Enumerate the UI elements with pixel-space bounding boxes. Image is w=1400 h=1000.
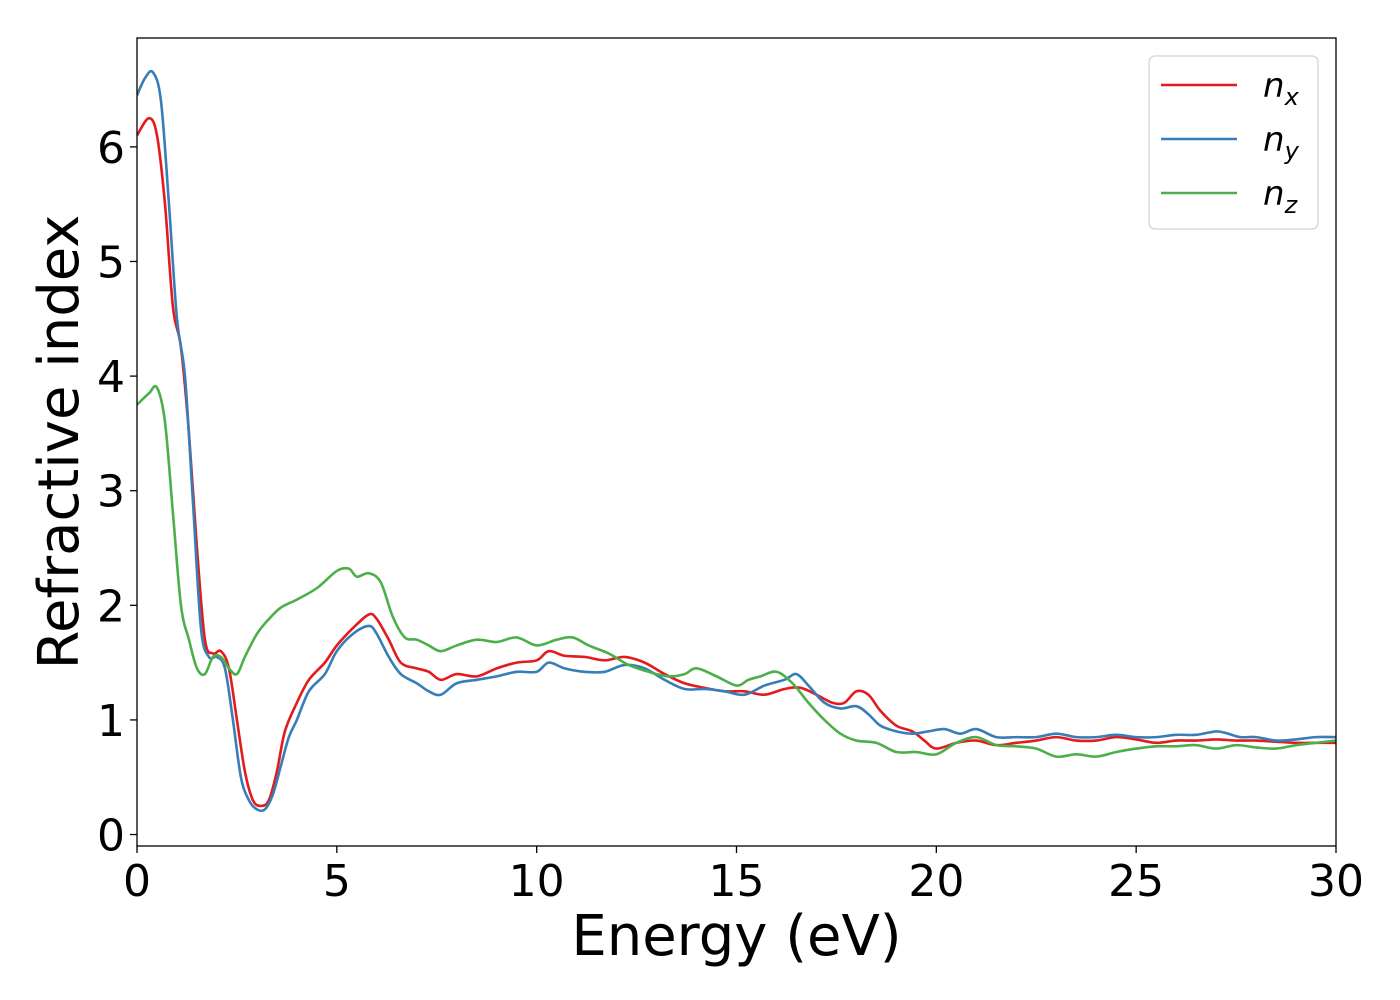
y-tick-label: 2 xyxy=(97,581,125,632)
x-tick-label: 30 xyxy=(1308,856,1364,907)
series-line-y xyxy=(137,69,1336,813)
x-tick-label: 10 xyxy=(509,856,565,907)
x-tick-label: 20 xyxy=(908,856,964,907)
y-tick-label: 1 xyxy=(97,696,125,747)
y-axis-label: Refractive index xyxy=(27,215,92,670)
y-tick-label: 0 xyxy=(97,811,125,862)
series-line-x xyxy=(137,116,1336,808)
y-tick-label: 4 xyxy=(97,352,125,403)
legend-box xyxy=(1148,55,1319,230)
x-tick-label: 25 xyxy=(1108,856,1164,907)
legend-label-y: ny xyxy=(1263,120,1300,165)
legend-label-z: nz xyxy=(1263,174,1299,219)
y-tick-label: 3 xyxy=(97,467,125,518)
y-tick-label: 5 xyxy=(97,237,125,288)
x-tick-label: 15 xyxy=(709,856,765,907)
ticks-layer: 0 5 10 15 20 25 30 0 1 2 3 4 5 6 xyxy=(97,123,1364,907)
series-line-z xyxy=(137,384,1336,759)
legend-label-x: nx xyxy=(1263,66,1300,111)
x-tick-label: 0 xyxy=(123,856,151,907)
y-tick-label: 6 xyxy=(97,123,125,174)
x-axis-label: Energy (eV) xyxy=(571,904,901,969)
x-tick-label: 5 xyxy=(323,856,351,907)
legend: nx ny nz xyxy=(1148,55,1319,230)
series-layer xyxy=(137,69,1336,813)
